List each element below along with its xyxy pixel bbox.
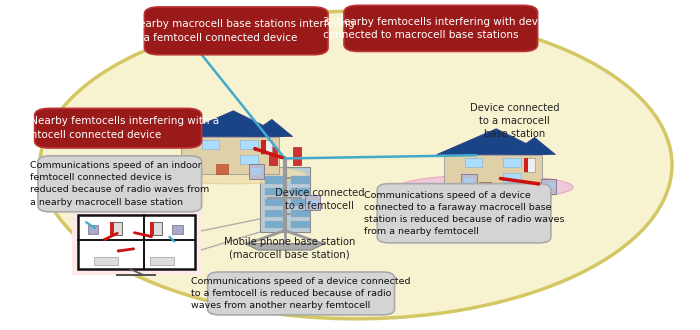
Polygon shape [247,119,293,137]
Bar [291,210,309,217]
Bar [503,174,521,182]
Bar [265,177,284,184]
Bar [261,140,265,154]
Polygon shape [174,111,286,137]
Text: Communications speed of a device
connected to a faraway macrocell base
station i: Communications speed of a device connect… [364,190,564,236]
Bar [94,257,118,265]
Bar [172,225,183,234]
Polygon shape [510,137,556,154]
Bar [291,221,309,228]
Bar [524,158,535,172]
Bar [150,222,162,235]
Bar [291,199,309,206]
Bar [248,164,264,179]
Bar [216,164,228,174]
Bar [541,179,556,194]
FancyBboxPatch shape [38,156,202,212]
Bar [251,168,261,175]
Bar [265,210,284,217]
Text: Device connected
to a femtocell: Device connected to a femtocell [274,188,364,211]
Bar [544,183,554,189]
Bar [111,222,122,235]
Text: Mobile phone base station
(macrocell base station): Mobile phone base station (macrocell bas… [224,237,355,260]
Bar [291,177,309,184]
Bar [265,187,284,195]
Polygon shape [437,129,549,154]
Polygon shape [245,244,325,250]
Text: Device connected
to a macrocell
base station: Device connected to a macrocell base sta… [470,103,559,139]
Text: 2. Nearby macrocell base stations interfering
with a femtocell connected device: 2. Nearby macrocell base stations interf… [118,19,354,43]
Bar [465,158,482,167]
Bar [293,147,301,165]
Text: Communications speed of an indoor
femtocell connected device is
reduced because : Communications speed of an indoor femtoc… [30,161,209,207]
Ellipse shape [398,175,573,199]
Bar [202,140,219,148]
Ellipse shape [40,11,672,319]
Bar [464,178,474,184]
Bar [291,187,309,195]
Ellipse shape [160,166,306,184]
Text: 1. Nearby femtocells interfering with a
femtocell connected device: 1. Nearby femtocells interfering with a … [17,116,219,140]
Bar [260,167,309,232]
Bar [111,222,115,235]
Bar [305,195,321,211]
FancyBboxPatch shape [144,7,328,55]
Bar [461,174,477,189]
FancyBboxPatch shape [377,184,551,243]
FancyBboxPatch shape [34,108,202,148]
FancyBboxPatch shape [208,272,395,315]
Text: Communications speed of a device connected
to a femtocell is reduced because of : Communications speed of a device connect… [191,277,411,310]
Bar [240,155,258,164]
Text: 3. Nearby femtocells interfering with devices
connected to macrocell base statio: 3. Nearby femtocells interfering with de… [323,16,559,40]
Polygon shape [181,137,279,174]
Polygon shape [444,154,542,192]
Bar [503,158,521,167]
Bar [88,225,99,234]
Bar [308,200,318,206]
Bar [116,274,156,276]
Bar [261,140,272,154]
Bar [150,222,155,235]
Bar [240,140,258,148]
Bar [78,215,195,269]
Bar [265,221,284,228]
Bar [479,182,491,192]
FancyBboxPatch shape [344,5,538,51]
Bar [71,208,202,276]
Bar [265,199,284,206]
Bar [269,147,276,165]
Bar [150,257,174,265]
Bar [524,158,528,172]
